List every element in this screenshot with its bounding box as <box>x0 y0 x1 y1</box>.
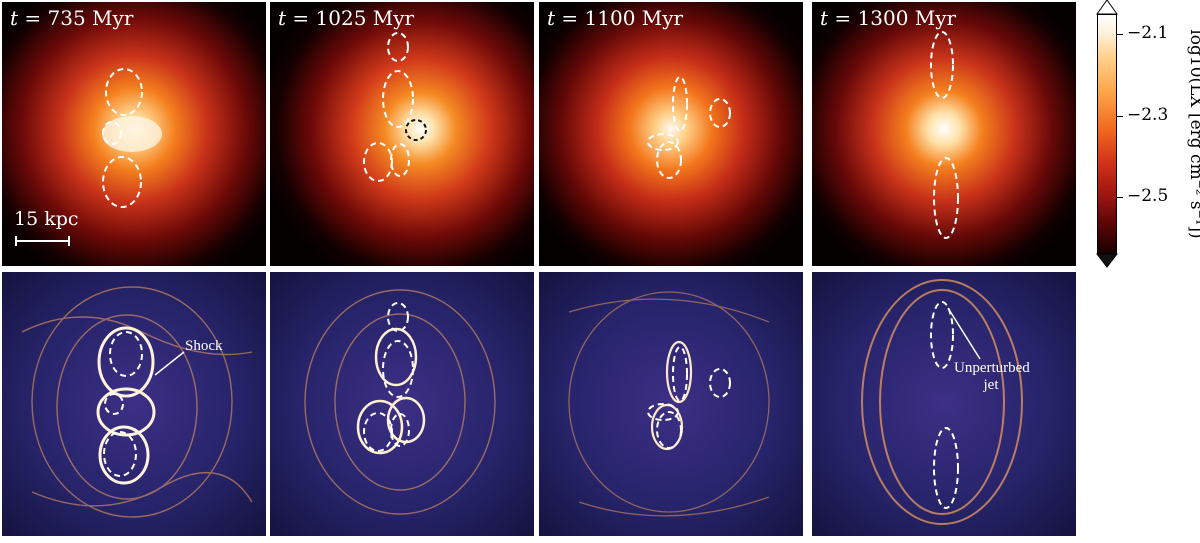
shock-panel-1100 <box>539 272 803 536</box>
colorbar-tick <box>1117 116 1123 117</box>
xray-map <box>539 2 803 266</box>
colorbar-tick <box>1117 34 1123 35</box>
time-label: t = 1300 Myr <box>820 6 957 30</box>
shock-map <box>270 272 534 536</box>
jet-annotation-line1: Unperturbed <box>954 360 1030 376</box>
colorbar-title: log10(LX [erg cm⁻² s⁻¹]) <box>1186 29 1200 239</box>
colorbar-tick-label: −2.3 <box>1127 105 1169 125</box>
shock-map <box>2 272 266 536</box>
colorbar-tick <box>1117 197 1123 198</box>
shock-map <box>539 272 803 536</box>
shock-panel-1025 <box>270 272 534 536</box>
xray-map <box>2 2 266 266</box>
colorbar-tick-label: −2.5 <box>1127 186 1169 206</box>
colorbar-bottom-arrow <box>1095 253 1119 268</box>
xray-panel-1025: t = 1025 Myr <box>270 2 534 266</box>
shock-panel-1300: Unperturbed jet <box>812 272 1076 536</box>
shock-panel-735: Shock <box>2 272 266 536</box>
xray-panel-1100: t = 1100 Myr <box>539 2 803 266</box>
jet-annotation-line2: jet <box>983 377 999 393</box>
xray-map <box>270 2 534 266</box>
colorbar-tick-label: −2.1 <box>1127 23 1169 43</box>
scale-bar-label: 15 kpc <box>14 208 79 230</box>
shock-annotation: Shock <box>185 338 223 354</box>
shock-map <box>812 272 1076 536</box>
jet-annotation: Unperturbed jet <box>954 360 1030 394</box>
cavity-ellipses <box>102 68 143 208</box>
time-label: t = 1100 Myr <box>547 6 684 30</box>
xray-panel-1300: t = 1300 Myr <box>812 2 1076 266</box>
xray-map <box>812 2 1076 266</box>
time-label: t = 735 Myr <box>10 6 134 30</box>
xray-panel-735: t = 735 Myr 15 kpc <box>2 2 266 266</box>
time-label: t = 1025 Myr <box>278 6 415 30</box>
colorbar <box>1097 14 1117 254</box>
